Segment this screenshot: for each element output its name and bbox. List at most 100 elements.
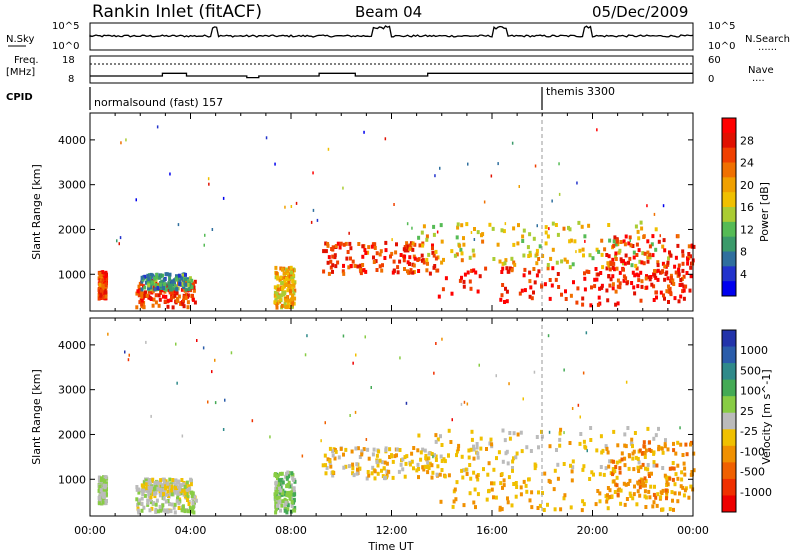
heatmap-speckle: [128, 353, 130, 357]
heatmap-cell: [558, 431, 562, 436]
heatmap-cell: [380, 468, 383, 473]
heatmap-cell: [286, 507, 290, 512]
heatmap-cell: [562, 496, 566, 501]
heatmap-cell: [500, 270, 504, 274]
heatmap-cell: [612, 479, 616, 484]
heatmap-cell: [652, 284, 656, 289]
heatmap-cell: [279, 275, 283, 280]
heatmap-cell: [500, 293, 504, 298]
heatmap-speckle: [355, 353, 357, 357]
heatmap-cell: [281, 491, 284, 496]
heatmap-cell: [512, 242, 516, 247]
heatmap-cell: [275, 271, 279, 276]
heatmap-speckle: [436, 230, 439, 234]
heatmap-cell: [645, 274, 648, 279]
heatmap-cell: [505, 299, 509, 304]
heatmap-cell: [293, 505, 297, 510]
heatmap-cell: [184, 482, 188, 487]
heatmap-cell: [284, 271, 288, 276]
heatmap-cell: [186, 494, 190, 499]
heatmap-speckle: [269, 435, 271, 439]
heatmap-cell: [634, 263, 638, 268]
heatmap-cell: [155, 498, 159, 503]
heatmap-cell: [418, 243, 422, 248]
heatmap-cell: [135, 497, 139, 502]
heatmap-cell: [606, 493, 609, 498]
heatmap-cell: [684, 284, 688, 289]
heatmap-cell: [548, 296, 552, 301]
heatmap-cell: [640, 451, 644, 456]
heatmap-cell: [642, 481, 646, 486]
heatmap-cell: [611, 282, 615, 287]
heatmap-cell: [671, 278, 675, 283]
heatmap-cell: [166, 484, 170, 489]
heatmap-cell: [677, 267, 681, 272]
heatmap-cell: [575, 300, 579, 305]
heatmap-cell: [349, 246, 353, 251]
heatmap-cell: [598, 499, 602, 504]
heatmap-cell: [283, 492, 287, 497]
heatmap-cell: [631, 451, 635, 456]
heatmap-cell: [337, 455, 341, 460]
heatmap-cell: [641, 251, 645, 256]
heatmap-cell: [505, 289, 509, 294]
heatmap-cell: [623, 261, 627, 266]
heatmap-cell: [678, 283, 682, 287]
heatmap-cell: [98, 484, 102, 489]
heatmap-cell: [626, 426, 630, 430]
heatmap-cell: [140, 508, 144, 513]
heatmap-cell: [410, 459, 414, 464]
heatmap-cell: [605, 499, 609, 504]
heatmap-cell: [674, 270, 678, 275]
heatmap-cell: [613, 267, 616, 272]
heatmap-cell: [527, 477, 531, 482]
heatmap-cell: [622, 239, 626, 244]
heatmap-cell: [292, 490, 296, 494]
heatmap-cell: [383, 476, 387, 481]
heatmap-cell: [194, 498, 198, 503]
heatmap-speckle: [222, 428, 225, 431]
freq-label: Freq.: [14, 55, 39, 66]
heatmap-cell: [412, 254, 416, 259]
heatmap-cell: [276, 284, 280, 289]
heatmap-cell: [153, 492, 157, 496]
heatmap-cell: [391, 475, 395, 480]
heatmap-cell: [361, 263, 365, 267]
heatmap-cell: [190, 278, 194, 283]
heatmap-cell: [646, 250, 650, 255]
heatmap-cell: [187, 287, 191, 292]
heatmap-cell: [528, 250, 532, 255]
heatmap-cell: [639, 298, 643, 303]
heatmap-cell: [537, 445, 540, 450]
heatmap-cell: [632, 492, 636, 497]
heatmap-cell: [680, 282, 684, 287]
heatmap-cell: [359, 263, 363, 268]
heatmap-cell: [610, 459, 614, 464]
heatmap-cell: [189, 482, 193, 487]
heatmap-cell: [421, 447, 425, 452]
heatmap-cell: [152, 281, 156, 286]
heatmap-cell: [283, 497, 287, 502]
heatmap-cell: [153, 486, 157, 491]
heatmap-speckle: [169, 172, 171, 176]
heatmap-cell: [590, 470, 594, 475]
heatmap-cell: [668, 250, 671, 255]
heatmap-cell: [544, 241, 548, 246]
heatmap-cell: [140, 287, 144, 292]
heatmap-cell: [639, 270, 643, 275]
heatmap-cell: [398, 448, 402, 452]
heatmap-cell: [102, 283, 105, 288]
heatmap-cell: [321, 463, 325, 468]
heatmap-cell: [366, 447, 370, 452]
y-tick-label: 3000: [58, 384, 86, 397]
heatmap-cell: [279, 508, 282, 513]
time-axis-label: Time UT: [367, 540, 413, 553]
heatmap-cell: [191, 297, 195, 302]
heatmap-cell: [287, 277, 291, 282]
heatmap-speckle: [120, 141, 122, 145]
heatmap-cell: [436, 255, 440, 260]
colorbar-tick-label: 100: [740, 385, 761, 398]
heatmap-speckle: [432, 455, 434, 459]
heatmap-cell: [616, 488, 620, 493]
heatmap-cell: [347, 464, 351, 469]
